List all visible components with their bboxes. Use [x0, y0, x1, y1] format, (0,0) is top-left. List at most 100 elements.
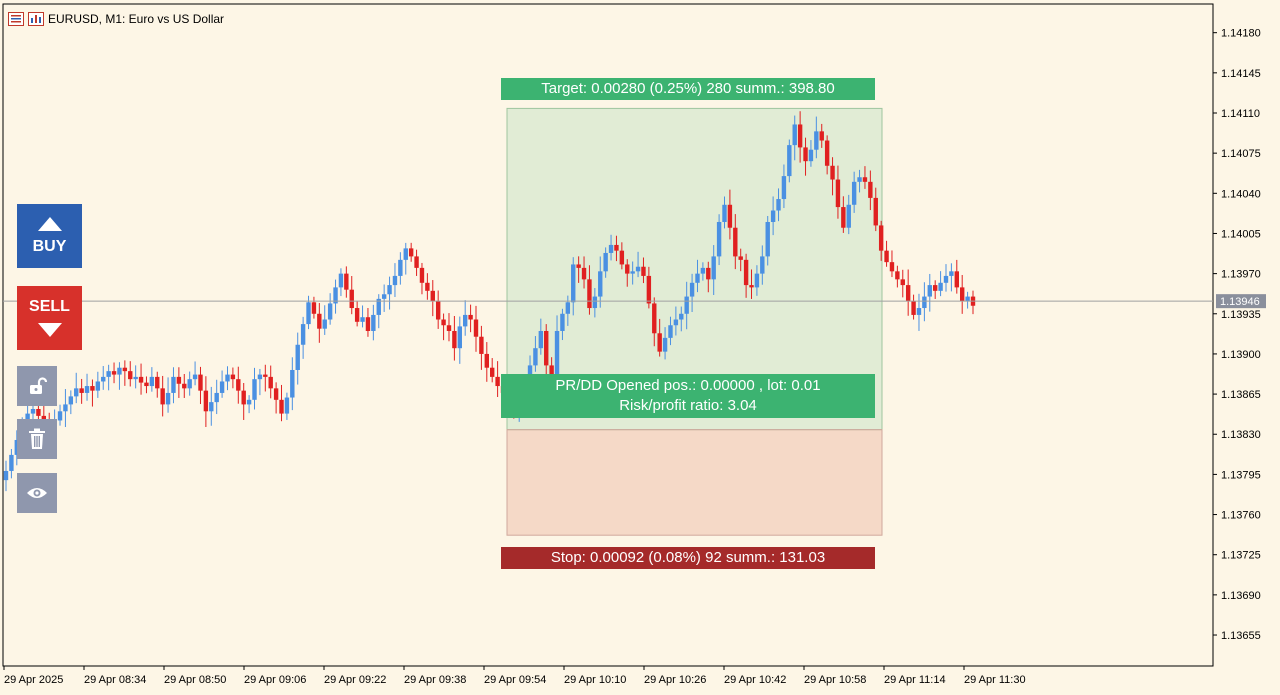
y-tick-label: 1.13655	[1221, 630, 1261, 642]
candle	[565, 295, 571, 326]
candle	[214, 379, 219, 415]
candle	[349, 276, 354, 315]
candle-body	[484, 353, 489, 368]
candle-body	[295, 344, 300, 370]
candle-body	[554, 330, 560, 377]
candle	[878, 220, 884, 261]
delete-button[interactable]	[17, 419, 57, 459]
candle	[889, 250, 895, 278]
candle-body	[862, 177, 868, 182]
candle	[441, 313, 446, 341]
candle-body	[571, 264, 576, 303]
candle	[954, 259, 959, 294]
y-tick-label: 1.14110	[1221, 108, 1260, 120]
candle-body	[398, 259, 403, 276]
symbol-properties-icon[interactable]	[28, 12, 44, 26]
candle-body	[954, 271, 959, 288]
visibility-button[interactable]	[17, 473, 57, 513]
candle-body	[738, 256, 743, 260]
candle	[808, 140, 814, 167]
candle-body	[819, 131, 824, 141]
chart-title-bar: EURUSD, M1: Euro vs US Dollar	[8, 10, 224, 28]
candle-body	[949, 271, 954, 276]
candle	[841, 196, 846, 233]
candle	[803, 137, 808, 176]
candle	[760, 245, 765, 285]
y-tick-label: 1.13865	[1221, 389, 1261, 401]
candle	[576, 256, 581, 283]
candle-body	[117, 367, 122, 375]
candle-body	[268, 376, 273, 389]
candle-body	[803, 147, 808, 162]
unlock-button[interactable]	[17, 366, 57, 406]
candle	[84, 373, 90, 401]
x-tick-label: 29 Apr 10:26	[644, 674, 706, 686]
candle	[684, 281, 689, 330]
candle-body	[587, 279, 592, 309]
candle	[814, 116, 819, 159]
candle-body	[430, 290, 435, 302]
candle-body	[462, 314, 468, 327]
candle-body	[414, 256, 419, 268]
candle	[868, 170, 873, 211]
candle	[970, 290, 976, 315]
candle-body	[408, 248, 414, 257]
x-tick-label: 29 Apr 10:10	[564, 674, 626, 686]
candle-body	[916, 308, 922, 315]
position-info-line2: Risk/profit ratio: 3.04	[619, 397, 757, 414]
candle	[3, 460, 9, 492]
candle	[317, 303, 322, 343]
candle-body	[241, 390, 246, 405]
candle-body	[722, 204, 727, 222]
candle-body	[770, 210, 776, 222]
candle	[192, 361, 198, 386]
target-label-text: Target: 0.00280 (0.25%) 280 summ.: 398.8…	[541, 80, 835, 97]
candle	[171, 367, 176, 404]
candle	[765, 215, 770, 266]
candle	[819, 123, 824, 148]
candle	[560, 308, 565, 341]
candle	[662, 327, 668, 360]
candle-body	[727, 204, 733, 228]
candle-body	[36, 409, 41, 416]
candle-body	[706, 267, 711, 280]
candle-body	[198, 374, 203, 391]
candle	[792, 115, 797, 161]
candle	[797, 111, 803, 163]
candle	[484, 342, 489, 382]
candle	[360, 305, 365, 328]
candle-body	[695, 273, 700, 283]
candle	[63, 389, 68, 428]
candle	[614, 235, 619, 262]
candle-body	[857, 177, 862, 182]
chart-window-icon[interactable]	[8, 12, 24, 26]
candle-body	[446, 325, 452, 331]
candle-body	[452, 330, 457, 349]
candle	[787, 139, 792, 183]
sell-button[interactable]: SELL	[17, 286, 82, 350]
candle-body	[760, 256, 765, 274]
candle	[452, 315, 457, 361]
candle-body	[749, 285, 754, 288]
x-tick-label: 29 Apr 09:38	[404, 674, 466, 686]
current-price-tag	[1216, 294, 1266, 309]
current-price-label: 1.13946	[1220, 296, 1260, 308]
candle-body	[841, 207, 846, 228]
candle-body	[922, 296, 927, 309]
candle	[479, 325, 484, 370]
candle-body	[932, 285, 938, 291]
candle	[155, 371, 160, 398]
candle-body	[657, 333, 662, 352]
candle	[490, 358, 495, 383]
candle	[468, 304, 473, 333]
chart-title: EURUSD, M1: Euro vs US Dollar	[48, 12, 225, 26]
candle-body	[549, 365, 554, 377]
buy-button[interactable]: BUY	[17, 204, 82, 268]
candle	[727, 189, 733, 240]
candle	[425, 273, 430, 300]
candle	[236, 366, 241, 404]
position-info-label[interactable]: PR/DD Opened pos.: 0.00000 , lot: 0.01 R…	[501, 374, 875, 418]
candle-body	[792, 124, 797, 146]
